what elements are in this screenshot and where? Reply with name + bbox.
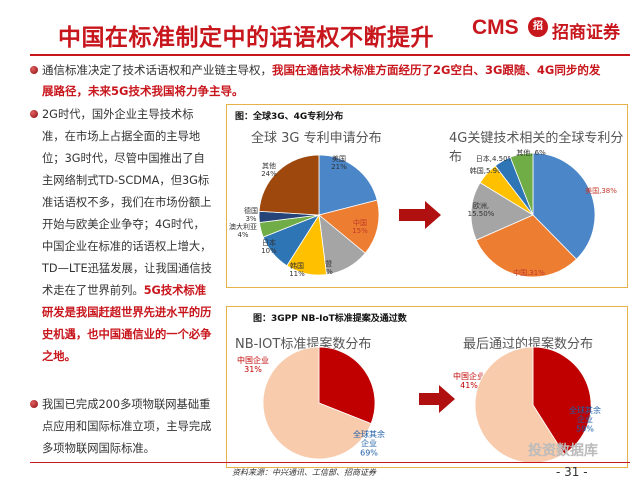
pie-slice (470, 182, 534, 241)
logo-cms-text: CMS (472, 16, 519, 39)
pie-slice (509, 152, 534, 216)
lead-paragraph: 通信标准决定了技术话语权和产业链主导权，我国在通信技术标准方面经历了2G空白、3… (42, 60, 602, 102)
footer-divider (30, 462, 630, 463)
pie-slice (532, 152, 596, 260)
pie-slice-label: 欧洲, 15.50% (468, 201, 495, 218)
pie-nbiot-passed: 中国企业 41% 全球其余企业 59% (453, 346, 601, 464)
logo-badge-icon: 招 (528, 17, 548, 37)
pie-slice-label: 中国 15% (352, 218, 368, 235)
bullet-icon (30, 110, 38, 118)
pie-nbiot-proposals: 中国企业 31% 全球其余企业 69% (237, 346, 385, 460)
header-divider (30, 54, 630, 56)
pie-slice (475, 214, 577, 278)
left-normal-text: 2G时代，国外企业主导技术标准，在市场上占据全面的主导地位；3G时代，尽管中国推… (42, 108, 212, 297)
figure-a-caption: 图：全球3G、4G专利分布 (235, 112, 344, 122)
pie-slice-label: 美国 21% (331, 154, 347, 171)
lead-highlight-text: 我国在通信技术标准方面经历了2G空白、3G跟随、4G同步的发展路径，未来5G技术… (42, 63, 601, 98)
bullet-icon (30, 400, 38, 408)
figure-b-caption: 图：3GPP NB-IoT标准提案及通过数 (253, 314, 407, 324)
arrow-icon (419, 385, 455, 413)
chart-3g-title: 全球 3G 专利申请分布 (251, 131, 382, 146)
pie-slice-label: 韩国 11% (289, 261, 305, 278)
pie-slice-label: 全球其余企业 59% (569, 405, 601, 433)
cms-logo: CMS 招 招商证券 (472, 14, 622, 44)
pie-slice-label: 其他, 6% (516, 148, 546, 157)
page-title: 中国在标准制定中的话语权不断提升 (58, 25, 434, 51)
pie-slice-label: 德国 3% (244, 206, 258, 223)
pie-slice (318, 346, 376, 425)
pie-slice-label: 日本 10% (261, 238, 277, 255)
left-highlight-text: 5G技术标准研发是我国赶超世界先进水平的历史机遇，也中国通信业的一个必争之地。 (42, 284, 212, 363)
arrow-icon (399, 201, 441, 229)
pie-slice-label: 中国,31% (513, 268, 545, 277)
left-column-paragraph-2: 我国已完成200多项物联网基础重点应用和国际标准立项，主导完成多项物联网国际标准… (42, 398, 212, 455)
figure-a-frame: 图：全球3G、4G专利分布 全球 3G 专利申请分布 4G关键技术相关的全球专利… (226, 104, 628, 288)
pie-slice-label: 中国企业 31% (237, 355, 269, 374)
pie-slice-label: 美国,38% (585, 186, 617, 195)
pie-slice-label: 韩国,5.90% (470, 166, 509, 175)
watermark-text: 投资数据库 (528, 443, 598, 459)
lead-normal-text: 通信标准决定了技术话语权和产业链主导权， (42, 63, 272, 77)
pie-4g: 美国,38% 中国,31% 欧洲, 15.50% 韩国,5.90% 日本,4.50%其他,… (468, 148, 617, 278)
source-note: 资料来源：中兴通讯、工信部、招商证券 (232, 468, 376, 477)
chart-nbiot-proposals-title: NB-IOT标准提案数分布 (235, 337, 372, 352)
figure-a-svg: 美国21%中国15%欧盟12%韩国11%日本10%澳大利亚4%德国3%其他24%… (229, 148, 617, 278)
chart-4g-title: 4G关键技术相关的全球专利分布 (449, 131, 624, 165)
chart-nbiot-passed-title: 最后通过的提案数分布 (463, 337, 594, 352)
left-column-paragraph: 2G时代，国外企业主导技术标准，在市场上占据全面的主导地位；3G时代，尽管中国推… (42, 104, 214, 368)
figure-b-frame: 图：3GPP NB-IoT标准提案及通过数 NB-IOT标准提案数分布 最后通过… (226, 306, 628, 468)
pie-slice (262, 346, 372, 460)
pie-slice-label: 其他 24% (261, 161, 277, 178)
pie-slice (318, 154, 378, 216)
pie-slice-label: 全球其余企业 69% (353, 429, 385, 457)
pie-slice (318, 199, 380, 254)
pie-slice-label: 日本,4.50% (476, 154, 515, 163)
page-number: - 31 - (556, 465, 588, 479)
bullet-icon (30, 66, 38, 74)
pie-slice-label: 中国企业 41% (453, 371, 485, 390)
logo-cn-text: 招商证券 (552, 23, 620, 43)
pie-slice-label: 澳大利亚 4% (229, 222, 257, 239)
pie-slice (258, 154, 320, 216)
figure-b-svg: 中国企业 31% 全球其余企业 69% 中国企业 41% 全球其余企业 59% (237, 346, 601, 464)
